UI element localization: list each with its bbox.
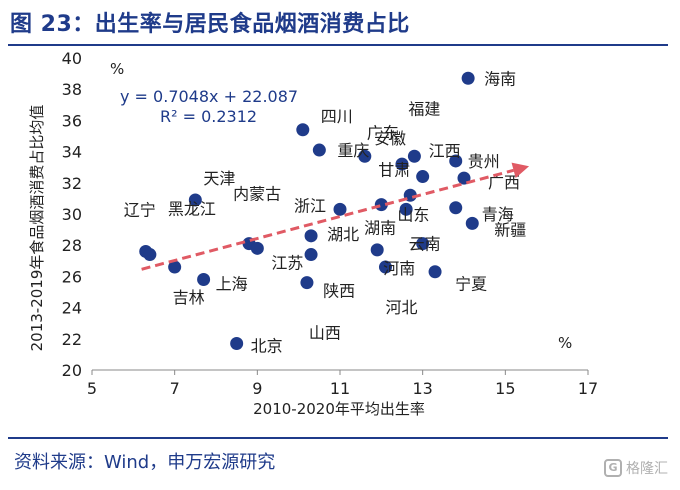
figure-title: 图 23：出生率与居民食品烟酒消费占比 bbox=[10, 12, 410, 37]
y-tick-label: 30 bbox=[62, 205, 82, 224]
point-label: 海南 bbox=[484, 69, 516, 88]
y-tick-label: 24 bbox=[62, 299, 82, 318]
scatter-point bbox=[304, 229, 318, 243]
scatter-point bbox=[465, 216, 479, 230]
point-label: 山东 bbox=[397, 206, 429, 225]
x-tick-label: 11 bbox=[330, 379, 350, 398]
scatter-point bbox=[188, 193, 202, 207]
x-tick-label: 15 bbox=[495, 379, 515, 398]
y-tick-label: 32 bbox=[62, 174, 82, 193]
point-label: 云南 bbox=[409, 235, 441, 254]
point-label: 福建 bbox=[408, 99, 440, 118]
trend-line bbox=[141, 168, 514, 271]
x-unit-label: % bbox=[558, 334, 572, 352]
point-label: 辽宁 bbox=[124, 200, 156, 219]
trend-arrowhead bbox=[511, 162, 530, 179]
point-label: 内蒙古 bbox=[233, 185, 281, 204]
point-label: 上海 bbox=[216, 275, 248, 294]
point-label: 吉林 bbox=[173, 288, 205, 307]
scatter-point bbox=[197, 273, 211, 287]
scatter-point bbox=[395, 157, 409, 171]
point-label: 安徽 bbox=[374, 129, 406, 148]
scatter-point bbox=[304, 248, 318, 262]
point-label: 湖南 bbox=[364, 218, 396, 237]
x-tick-label: 7 bbox=[170, 379, 180, 398]
source-note: 资料来源：Wind，申万宏源研究 bbox=[14, 452, 276, 473]
point-label: 北京 bbox=[251, 336, 283, 355]
y-tick-label: 38 bbox=[62, 80, 82, 99]
scatter-point bbox=[416, 237, 430, 251]
scatter-point bbox=[399, 202, 413, 216]
point-label: 重庆 bbox=[337, 141, 369, 160]
scatter-point bbox=[312, 143, 326, 157]
scatter-point bbox=[230, 336, 244, 350]
point-label: 黑龙江 bbox=[168, 200, 216, 219]
point-label: 青海 bbox=[482, 205, 514, 224]
x-tick-label: 13 bbox=[412, 379, 432, 398]
point-label: 浙江 bbox=[294, 196, 326, 215]
scatter-point bbox=[416, 170, 430, 184]
y-tick-label: 20 bbox=[62, 361, 82, 380]
point-label: 湖北 bbox=[327, 225, 359, 244]
scatter-point bbox=[333, 202, 347, 216]
scatter-point bbox=[143, 248, 157, 262]
title-divider bbox=[8, 44, 668, 46]
watermark-logo-icon: G bbox=[604, 459, 622, 477]
point-label: 河北 bbox=[385, 298, 417, 317]
scatter-point bbox=[378, 260, 392, 274]
point-label: 江西 bbox=[429, 142, 461, 161]
scatter-point bbox=[407, 149, 421, 163]
y-tick-label: 22 bbox=[62, 330, 82, 349]
y-tick-label: 36 bbox=[62, 111, 82, 130]
point-label: 新疆 bbox=[494, 220, 526, 239]
point-label: 陕西 bbox=[323, 282, 355, 301]
regression-r2: R² = 0.2312 bbox=[160, 107, 257, 126]
scatter-point bbox=[250, 241, 264, 255]
point-label: 四川 bbox=[321, 107, 353, 126]
y-tick-label: 26 bbox=[62, 267, 82, 286]
watermark-text: 格隆汇 bbox=[626, 461, 668, 477]
scatter-point bbox=[370, 243, 384, 257]
scatter-point bbox=[358, 149, 372, 163]
x-axis-label: 2010-2020年平均出生率 bbox=[253, 400, 425, 418]
y-tick-label: 34 bbox=[62, 143, 82, 162]
point-label: 广东 bbox=[367, 123, 399, 142]
watermark: G 格隆汇 bbox=[604, 458, 668, 478]
point-label: 江苏 bbox=[271, 253, 303, 272]
point-label: 山西 bbox=[309, 324, 341, 343]
y-unit-label: % bbox=[110, 60, 124, 78]
scatter-point bbox=[461, 71, 475, 85]
point-label: 宁夏 bbox=[455, 275, 487, 294]
regression-equation: y = 0.7048x + 22.087 bbox=[120, 87, 298, 106]
scatter-point bbox=[449, 154, 463, 168]
point-label: 贵州 bbox=[468, 152, 500, 171]
point-label: 河南 bbox=[383, 259, 415, 278]
point-label: 甘肃 bbox=[378, 160, 410, 179]
source-divider bbox=[8, 437, 668, 439]
scatter-point bbox=[300, 276, 314, 290]
x-tick-label: 5 bbox=[87, 379, 97, 398]
x-tick-label: 9 bbox=[252, 379, 262, 398]
scatter-point bbox=[168, 260, 182, 274]
y-tick-label: 28 bbox=[62, 236, 82, 255]
scatter-point bbox=[449, 201, 463, 215]
y-axis-ticks: 20 22 24 26 28 30 32 34 36 38 40 bbox=[62, 49, 82, 380]
y-axis-label: 2013-2019年食品烟酒消费占比均值 bbox=[28, 105, 46, 352]
point-label: 天津 bbox=[203, 169, 235, 188]
x-tick-label: 17 bbox=[578, 379, 598, 398]
scatter-point bbox=[428, 265, 442, 279]
x-axis-ticks: 5 7 9 11 13 15 17 bbox=[87, 370, 598, 398]
y-tick-label: 40 bbox=[62, 49, 82, 68]
scatter-point bbox=[296, 123, 310, 137]
point-label: 广西 bbox=[488, 173, 520, 192]
